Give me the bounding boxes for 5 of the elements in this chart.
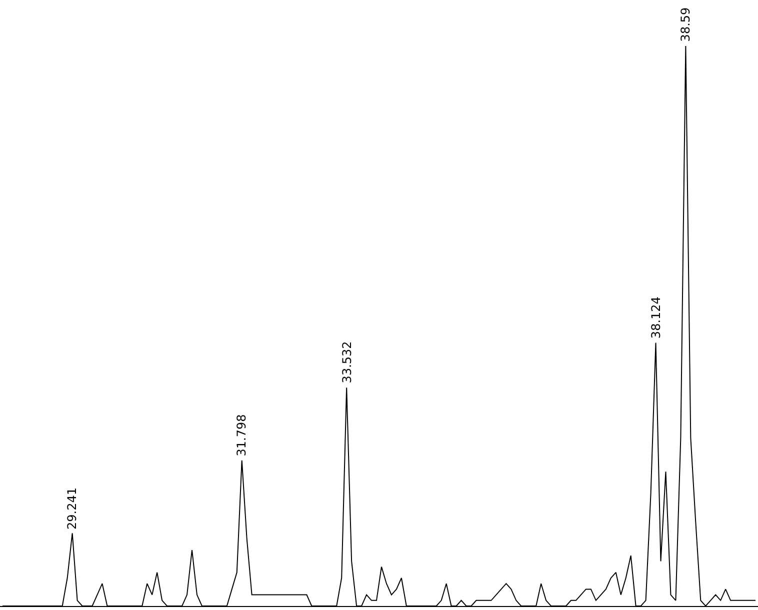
annotation: 38.59 [678, 7, 693, 42]
annotation: 29.241 [65, 488, 80, 530]
annotation: 38.124 [648, 296, 663, 339]
annotation: 33.532 [340, 341, 354, 384]
annotation: 31.798 [234, 414, 248, 456]
